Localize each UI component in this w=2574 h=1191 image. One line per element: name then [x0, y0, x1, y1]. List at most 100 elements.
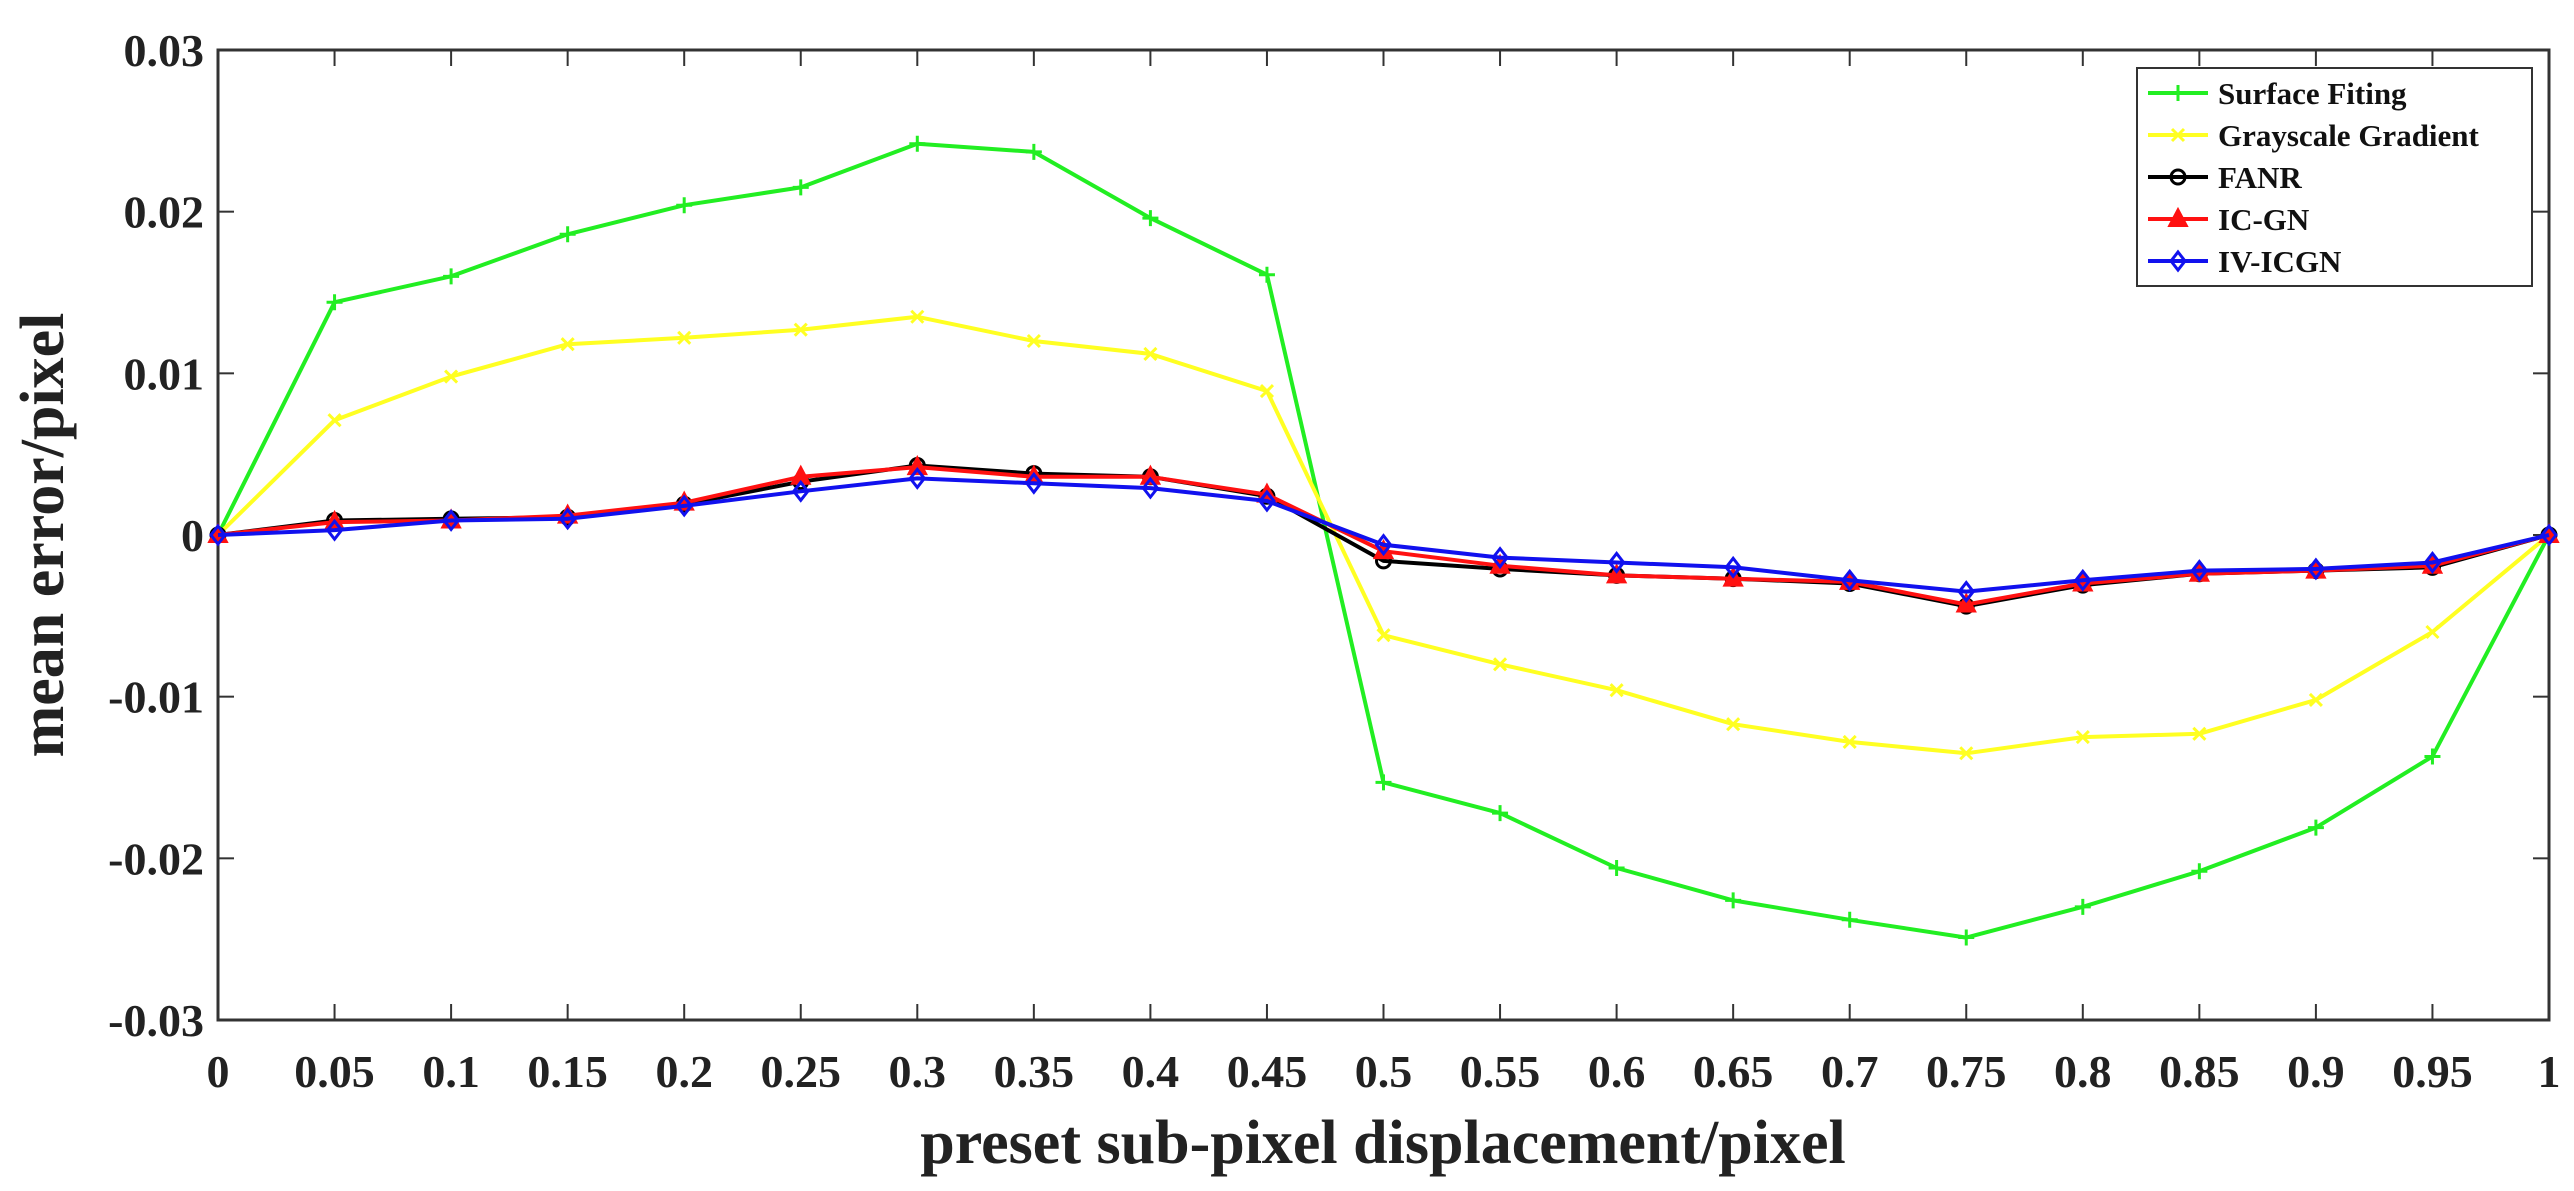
legend-item-fanr: FANR — [2148, 160, 2302, 195]
surface-fiting-point — [326, 294, 343, 311]
x-tick-label: 0.65 — [1693, 1046, 1774, 1097]
grayscale-gradient-point — [2192, 726, 2207, 741]
iv-icgn-point — [1607, 551, 1626, 574]
surface-fiting-point — [1258, 266, 1275, 283]
ic-gn-point — [906, 454, 928, 476]
surface-fiting-point — [2424, 748, 2441, 765]
iv-icgn-line — [217, 476, 2550, 594]
x-tick-label: 0.45 — [1227, 1046, 1308, 1097]
surface-fiting-point — [909, 135, 926, 152]
legend-marker — [2170, 85, 2186, 101]
iv-icgn-point — [325, 518, 344, 542]
y-tick-label: -0.02 — [108, 833, 204, 884]
iv-icgn-point — [1491, 546, 1509, 570]
y-tick-label: 0.03 — [124, 25, 205, 76]
grayscale-gradient-point — [910, 309, 925, 324]
x-tick-label: 0.35 — [994, 1046, 1075, 1097]
y-tick-label: 0.01 — [124, 348, 205, 399]
surface-fiting-point — [1841, 911, 1858, 928]
grayscale-gradient-point — [1143, 346, 1158, 361]
axis-ticks — [217, 49, 2550, 1021]
surface-fiting-point — [2074, 898, 2091, 915]
series-iv-icgn — [209, 466, 2558, 604]
grayscale-gradient-point — [2425, 624, 2440, 640]
y-axis-label: mean error/pixel — [9, 313, 77, 758]
x-tick-label: 0.2 — [655, 1046, 713, 1097]
iv-icgn-point — [1141, 476, 1160, 500]
legend-item-ic-gn: IC-GN — [2148, 202, 2309, 237]
surface-fiting-point — [1375, 774, 1392, 791]
iv-icgn-point — [1724, 555, 1743, 579]
y-tick-label: -0.01 — [108, 672, 204, 723]
legend-marker — [2169, 249, 2187, 273]
x-tick-label: 0.7 — [1821, 1046, 1879, 1097]
grayscale-gradient-point — [1376, 628, 1391, 643]
x-axis-tick-labels: 0 0.05 0.1 0.15 0.2 0.25 0.3 0.35 0.4 0.45 0.5 0.55… — [207, 1046, 2561, 1097]
x-tick-label: 0.6 — [1588, 1046, 1646, 1097]
legend-label: Grayscale Gradient — [2218, 118, 2480, 153]
x-tick-label: 0.55 — [1460, 1046, 1541, 1097]
surface-fiting-point — [1142, 210, 1159, 227]
grayscale-gradient-point — [677, 330, 692, 345]
iv-icgn-point — [1957, 580, 1976, 604]
surface-fiting-point — [1725, 892, 1742, 909]
legend-label: FANR — [2218, 160, 2302, 195]
y-tick-label: 0.02 — [124, 187, 205, 238]
legend-marker — [2167, 206, 2189, 227]
grayscale-gradient-point — [327, 413, 342, 428]
grayscale-gradient-point — [1959, 746, 1974, 761]
grayscale-gradient-point — [1609, 683, 1624, 698]
iv-icgn-point — [1374, 533, 1393, 557]
grayscale-gradient-point — [1842, 734, 1857, 749]
surface-fiting-point — [1608, 860, 1625, 877]
x-tick-label: 0.9 — [2287, 1046, 2345, 1097]
surface-fiting-point — [792, 179, 809, 196]
iv-icgn-point — [2073, 568, 2092, 592]
x-tick-label: 0 — [207, 1046, 230, 1097]
legend-item-iv-icgn: IV-ICGN — [2148, 244, 2341, 279]
legend-item-surface-fiting: Surface Fiting — [2148, 76, 2407, 111]
grayscale-gradient-point — [2075, 730, 2090, 745]
series-grayscale-gradient — [210, 309, 2557, 761]
surface-fiting-point — [559, 226, 576, 243]
surface-fiting-point — [1958, 929, 1975, 946]
x-axis-label: preset sub-pixel displacement/pixel — [920, 1109, 1845, 1177]
iv-icgn-point — [2306, 557, 2325, 581]
x-tick-label: 0.4 — [1122, 1046, 1180, 1097]
grayscale-gradient-point — [1259, 384, 1275, 399]
legend-item-grayscale-gradient: Grayscale Gradient — [2148, 118, 2480, 153]
x-tick-label: 0.25 — [761, 1046, 842, 1097]
surface-fiting-point — [1025, 143, 1042, 160]
x-tick-label: 1 — [2538, 1046, 2561, 1097]
iv-icgn-point — [675, 494, 694, 518]
legend-label: IV-ICGN — [2218, 244, 2341, 279]
legend: Surface Fiting Grayscale Gradient FANR IC-G… — [2136, 67, 2533, 287]
iv-icgn-point — [908, 466, 927, 490]
iv-icgn-point — [209, 523, 227, 547]
legend-marker — [2169, 168, 2187, 186]
iv-icgn-point — [791, 479, 810, 503]
grayscale-gradient-point — [793, 322, 808, 337]
ic-gn-point — [1139, 464, 1162, 485]
grayscale-gradient-point — [2308, 692, 2323, 707]
legend-label: Surface Fiting — [2218, 76, 2407, 111]
x-tick-label: 0.15 — [527, 1046, 608, 1097]
grayscale-gradient-point — [560, 337, 575, 352]
x-tick-label: 0.95 — [2392, 1046, 2473, 1097]
x-tick-label: 0.05 — [294, 1046, 375, 1097]
iv-icgn-point — [1258, 489, 1276, 513]
iv-icgn-point — [558, 507, 577, 531]
x-tick-label: 0.5 — [1355, 1046, 1413, 1097]
surface-fiting-point — [2307, 819, 2324, 836]
grayscale-gradient-point — [1026, 333, 1041, 349]
surface-fiting-point — [1492, 805, 1509, 822]
iv-icgn-point — [2423, 551, 2442, 574]
y-tick-label: 0 — [181, 510, 204, 561]
iv-icgn-point — [2190, 559, 2209, 583]
grayscale-gradient-point — [1492, 657, 1508, 672]
x-tick-label: 0.75 — [1926, 1046, 2007, 1097]
series-layer — [207, 135, 2560, 946]
iv-icgn-point — [2540, 523, 2558, 547]
iv-icgn-point — [1024, 471, 1043, 495]
